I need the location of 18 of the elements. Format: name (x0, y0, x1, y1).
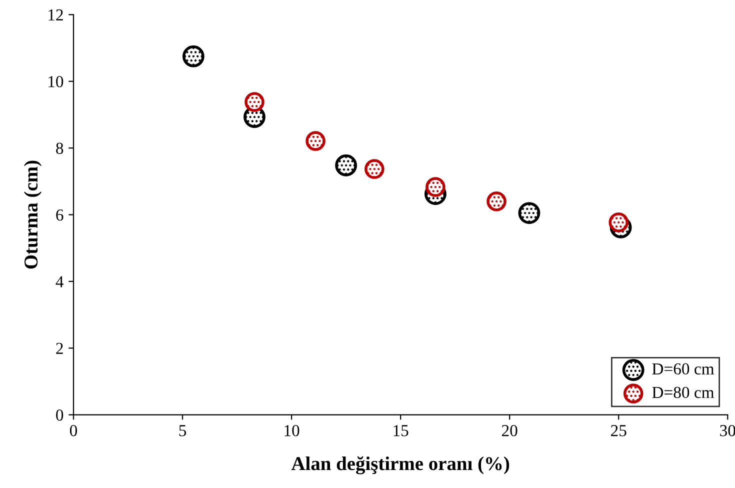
y-tick-label: 4 (56, 276, 64, 288)
y-tick-label: 8 (56, 142, 64, 154)
x-axis-title: Alan değiştirme oranı (%) (291, 456, 510, 474)
y-tick-label: 10 (48, 76, 64, 88)
y-axis-title: Oturma (cm) (24, 160, 42, 269)
legend-label: D=80 cm (652, 386, 714, 398)
y-tick-label: 6 (56, 209, 64, 221)
y-tick-label: 12 (48, 9, 63, 20)
x-tick-label: 0 (70, 425, 78, 436)
y-tick-label: 2 (56, 342, 63, 354)
x-tick-label: 25 (611, 425, 626, 436)
x-tick-label: 20 (502, 425, 518, 436)
x-tick-label: 15 (394, 425, 408, 436)
legend-label: D=60 cm (652, 363, 714, 375)
y-tick-label: 0 (56, 410, 64, 421)
x-tick-label: 30 (720, 425, 735, 436)
x-tick-label: 10 (284, 425, 300, 436)
x-tick-label: 5 (179, 425, 186, 436)
